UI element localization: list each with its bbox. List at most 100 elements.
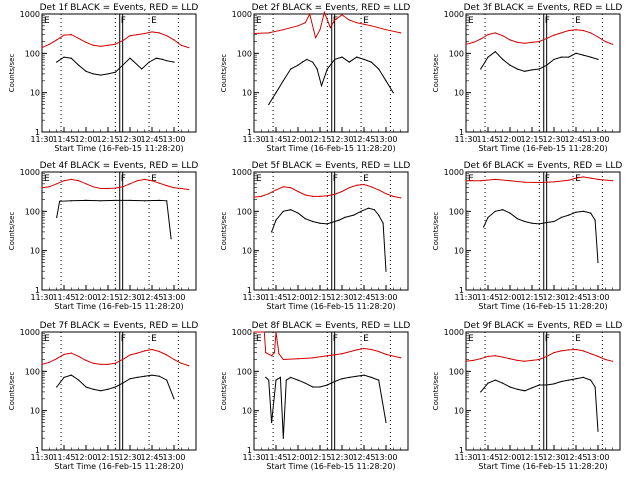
lld-data-point xyxy=(158,182,160,184)
y-tick-label: 1000 xyxy=(444,168,464,177)
lld-data-point xyxy=(290,187,292,189)
events-data-point xyxy=(494,210,496,212)
x-axis-label: Start Time (16-Feb-15 11:28:20) xyxy=(478,302,607,311)
lld-data-point xyxy=(151,348,153,351)
lld-data-point xyxy=(370,348,372,351)
events-data-point xyxy=(502,58,504,61)
lld-data-point xyxy=(180,187,182,190)
lld-data-point xyxy=(297,25,299,27)
x-tick-label: 12:15 xyxy=(96,293,119,302)
x-tick-label: 12:15 xyxy=(520,453,543,462)
y-tick-label: 10 xyxy=(242,89,252,98)
events-data-point xyxy=(531,222,533,224)
events-data-point xyxy=(173,61,175,63)
events-data-point xyxy=(136,376,138,378)
lld-data-point xyxy=(392,195,394,197)
lld-data-point xyxy=(516,359,518,361)
events-data-point xyxy=(553,383,555,385)
x-tick-label: 12:45 xyxy=(564,293,587,302)
events-data-point xyxy=(78,379,80,381)
lld-data-point xyxy=(480,180,482,182)
x-tick-label: 12:30 xyxy=(330,453,353,462)
lld-data-point xyxy=(78,37,80,40)
lld-data-point xyxy=(122,40,124,42)
events-data-point xyxy=(334,380,336,383)
panel-title: Det 6f BLACK = Events, RED = LLD xyxy=(464,161,623,171)
panel-7: Det 7f BLACK = Events, RED = LLD 1 10 100 10… xyxy=(8,321,198,471)
x-tick-label: 12:45 xyxy=(564,453,587,462)
e-marker-label-left: E xyxy=(468,174,474,184)
lld-data-point xyxy=(151,180,153,182)
lld-data-point xyxy=(100,363,102,365)
x-tick-label: 13:00 xyxy=(586,453,609,462)
lld-data-point xyxy=(480,358,482,360)
events-data-point xyxy=(538,223,540,225)
events-data-point xyxy=(279,376,281,378)
events-data-point xyxy=(155,57,157,59)
lld-data-point xyxy=(363,183,365,186)
lld-data-point xyxy=(114,43,116,45)
events-data-point xyxy=(282,80,284,82)
lld-data-point xyxy=(385,193,387,195)
e-marker-label: E xyxy=(575,174,581,184)
x-tick-label: 11:30 xyxy=(30,293,53,302)
e-marker-label: E xyxy=(575,334,581,344)
y-tick-label: 10 xyxy=(30,407,40,416)
x-tick-label: 12:15 xyxy=(96,453,119,462)
x-axis-label: Start Time (16-Feb-15 11:28:20) xyxy=(54,144,183,153)
y-tick-label: 1 xyxy=(459,128,464,137)
events-data-point xyxy=(326,223,328,225)
x-tick-label: 12:30 xyxy=(118,135,141,144)
lld-data-point xyxy=(348,19,350,21)
events-data-point xyxy=(487,56,489,58)
y-tick-label: 10 xyxy=(30,247,40,256)
lld-data-point xyxy=(341,353,343,355)
y-axis-label: Counts/sec xyxy=(432,372,440,411)
f-marker-label: F xyxy=(545,16,550,26)
e-marker-label-left: E xyxy=(256,16,262,26)
panel-2: Det 2f BLACK = Events, RED = LLD 1 10 100 10… xyxy=(220,3,410,153)
events-data-point xyxy=(100,74,102,76)
panel-3: Det 3f BLACK = Events, RED = LLD 1 10 100 10… xyxy=(432,3,622,153)
plot-frame xyxy=(41,331,197,451)
events-data-point xyxy=(597,58,599,61)
lld-data-point xyxy=(312,357,314,359)
events-data-point xyxy=(275,219,277,221)
panel-title: Det 4f BLACK = Events, RED = LLD xyxy=(40,161,199,171)
x-tick-label: 12:15 xyxy=(520,135,543,144)
events-data-point xyxy=(63,56,65,58)
x-tick-label: 12:15 xyxy=(308,453,331,462)
events-data-point xyxy=(114,386,116,388)
lld-data-point xyxy=(144,350,146,352)
events-data-point xyxy=(114,71,116,73)
lld-data-point xyxy=(531,359,533,361)
f-marker-label: F xyxy=(333,334,338,344)
lld-data-point xyxy=(107,187,109,190)
lld-data-point xyxy=(524,360,526,362)
lld-data-point xyxy=(166,35,168,37)
events-data-point xyxy=(151,374,153,376)
plot-frame xyxy=(253,171,409,291)
lld-data-point xyxy=(356,22,358,24)
lld-data-point xyxy=(158,350,160,353)
e-marker-label-left: E xyxy=(256,174,262,184)
lld-data-point xyxy=(70,352,72,354)
lld-data-point xyxy=(370,25,372,27)
events-data-point xyxy=(312,61,314,63)
events-data-point xyxy=(356,56,358,58)
events-data-point xyxy=(129,199,131,201)
events-data-point xyxy=(319,222,321,224)
x-tick-label: 12:00 xyxy=(286,453,309,462)
events-data-point xyxy=(56,216,58,218)
events-data-point xyxy=(275,379,277,381)
x-tick-label: 11:30 xyxy=(454,293,477,302)
events-data-point xyxy=(546,64,548,66)
events-data-point xyxy=(502,209,504,211)
lld-data-point xyxy=(107,363,109,365)
lld-data-point xyxy=(494,178,496,180)
lld-data-point xyxy=(568,349,570,351)
events-data-point xyxy=(338,219,340,221)
events-data-point xyxy=(107,388,109,390)
events-data-point xyxy=(560,380,562,383)
lld-data-point xyxy=(41,363,43,365)
